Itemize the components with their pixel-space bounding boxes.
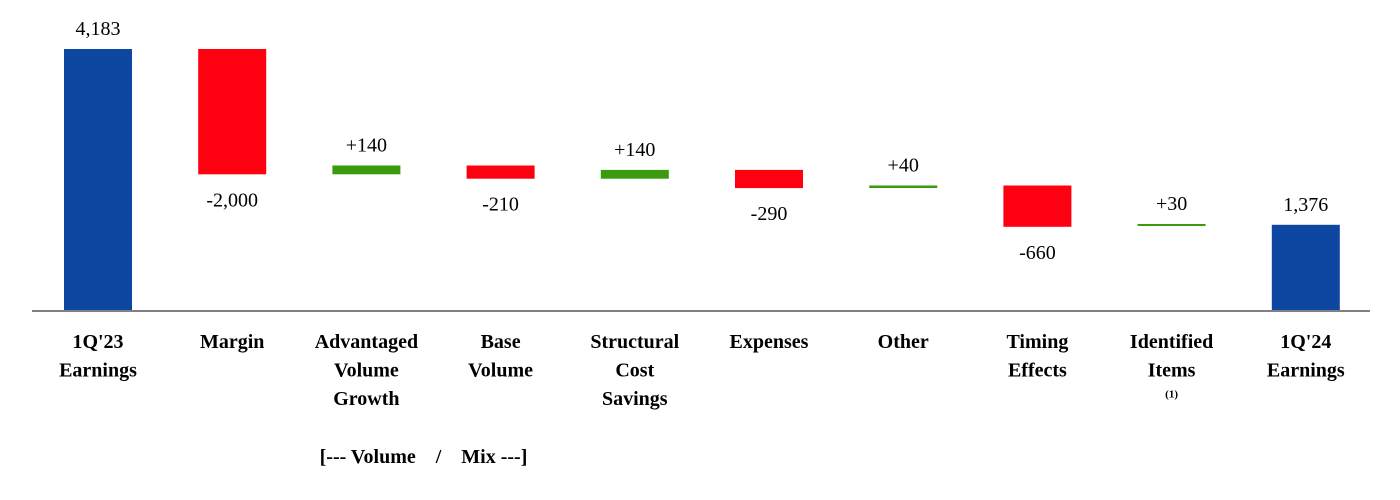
total-bar-9 [1271, 224, 1340, 311]
category-label-9: 1Q'24 Earnings [1267, 331, 1345, 382]
category-label-line: Items [1148, 360, 1196, 382]
value-label-7: -660 [1019, 242, 1056, 264]
category-label-line: Savings [602, 388, 668, 410]
decrease-bar-3 [466, 165, 535, 179]
category-label-line: 1Q'24 [1280, 331, 1331, 353]
decrease-bar-7 [1003, 185, 1072, 227]
increase-bar-8 [1137, 224, 1206, 226]
category-label-line: Advantaged [315, 331, 418, 353]
category-label-line: Expenses [730, 331, 809, 353]
category-label-0: 1Q'23 Earnings [59, 331, 137, 382]
category-label-8: Identified Items [1130, 331, 1213, 382]
value-label-9: 1,376 [1283, 194, 1328, 216]
category-label-line: Volume [334, 360, 399, 382]
category-label-line: Volume [468, 360, 533, 382]
category-label-line: Effects [1008, 360, 1067, 382]
category-label-line: Other [878, 331, 929, 353]
category-label-6: Other [878, 331, 929, 353]
value-label-2: +140 [346, 135, 387, 157]
category-label-line: Earnings [1267, 360, 1345, 382]
footnote-marker: (1) [1165, 389, 1178, 401]
total-bar-0 [64, 49, 132, 311]
category-label-line: Base [481, 331, 521, 353]
volume-mix-group-label: [--- Volume / Mix ---] [320, 446, 528, 468]
category-label-line: Margin [200, 331, 264, 353]
increase-bar-4 [600, 169, 669, 179]
category-label-3: Base Volume [468, 331, 533, 382]
category-label-2: Advantaged Volume Growth [315, 331, 418, 410]
value-labels-layer: 4,183 -2,000 +140 -210 +140 -290 +40 -660 +30 1,3… [76, 18, 1329, 264]
category-labels-layer: 1Q'23 Earnings Margin Advantaged Volume Growt… [59, 331, 1345, 410]
category-label-5: Expenses [730, 331, 809, 353]
value-label-6: +40 [888, 155, 919, 177]
category-label-line: Structural [590, 331, 679, 353]
category-label-4: Structural Cost Savings [590, 331, 679, 410]
category-label-line: Cost [615, 360, 654, 382]
value-label-8: +30 [1156, 193, 1187, 215]
category-label-7: Timing Effects [1006, 331, 1068, 382]
category-label-line: 1Q'23 [72, 331, 123, 353]
value-label-4: +140 [614, 139, 655, 161]
increase-bar-6 [869, 185, 938, 188]
category-label-line: Growth [333, 388, 399, 410]
category-label-1: Margin [200, 331, 264, 353]
value-label-0: 4,183 [76, 18, 121, 40]
bars-layer [64, 49, 1340, 311]
decrease-bar-1 [198, 49, 267, 175]
value-label-1: -2,000 [206, 189, 258, 211]
value-label-5: -290 [751, 203, 788, 225]
category-label-line: Earnings [59, 360, 137, 382]
decrease-bar-5 [735, 169, 803, 189]
category-label-line: Identified [1130, 331, 1213, 353]
value-label-3: -210 [482, 194, 519, 216]
category-label-line: Timing [1006, 331, 1068, 353]
increase-bar-2 [332, 165, 401, 175]
